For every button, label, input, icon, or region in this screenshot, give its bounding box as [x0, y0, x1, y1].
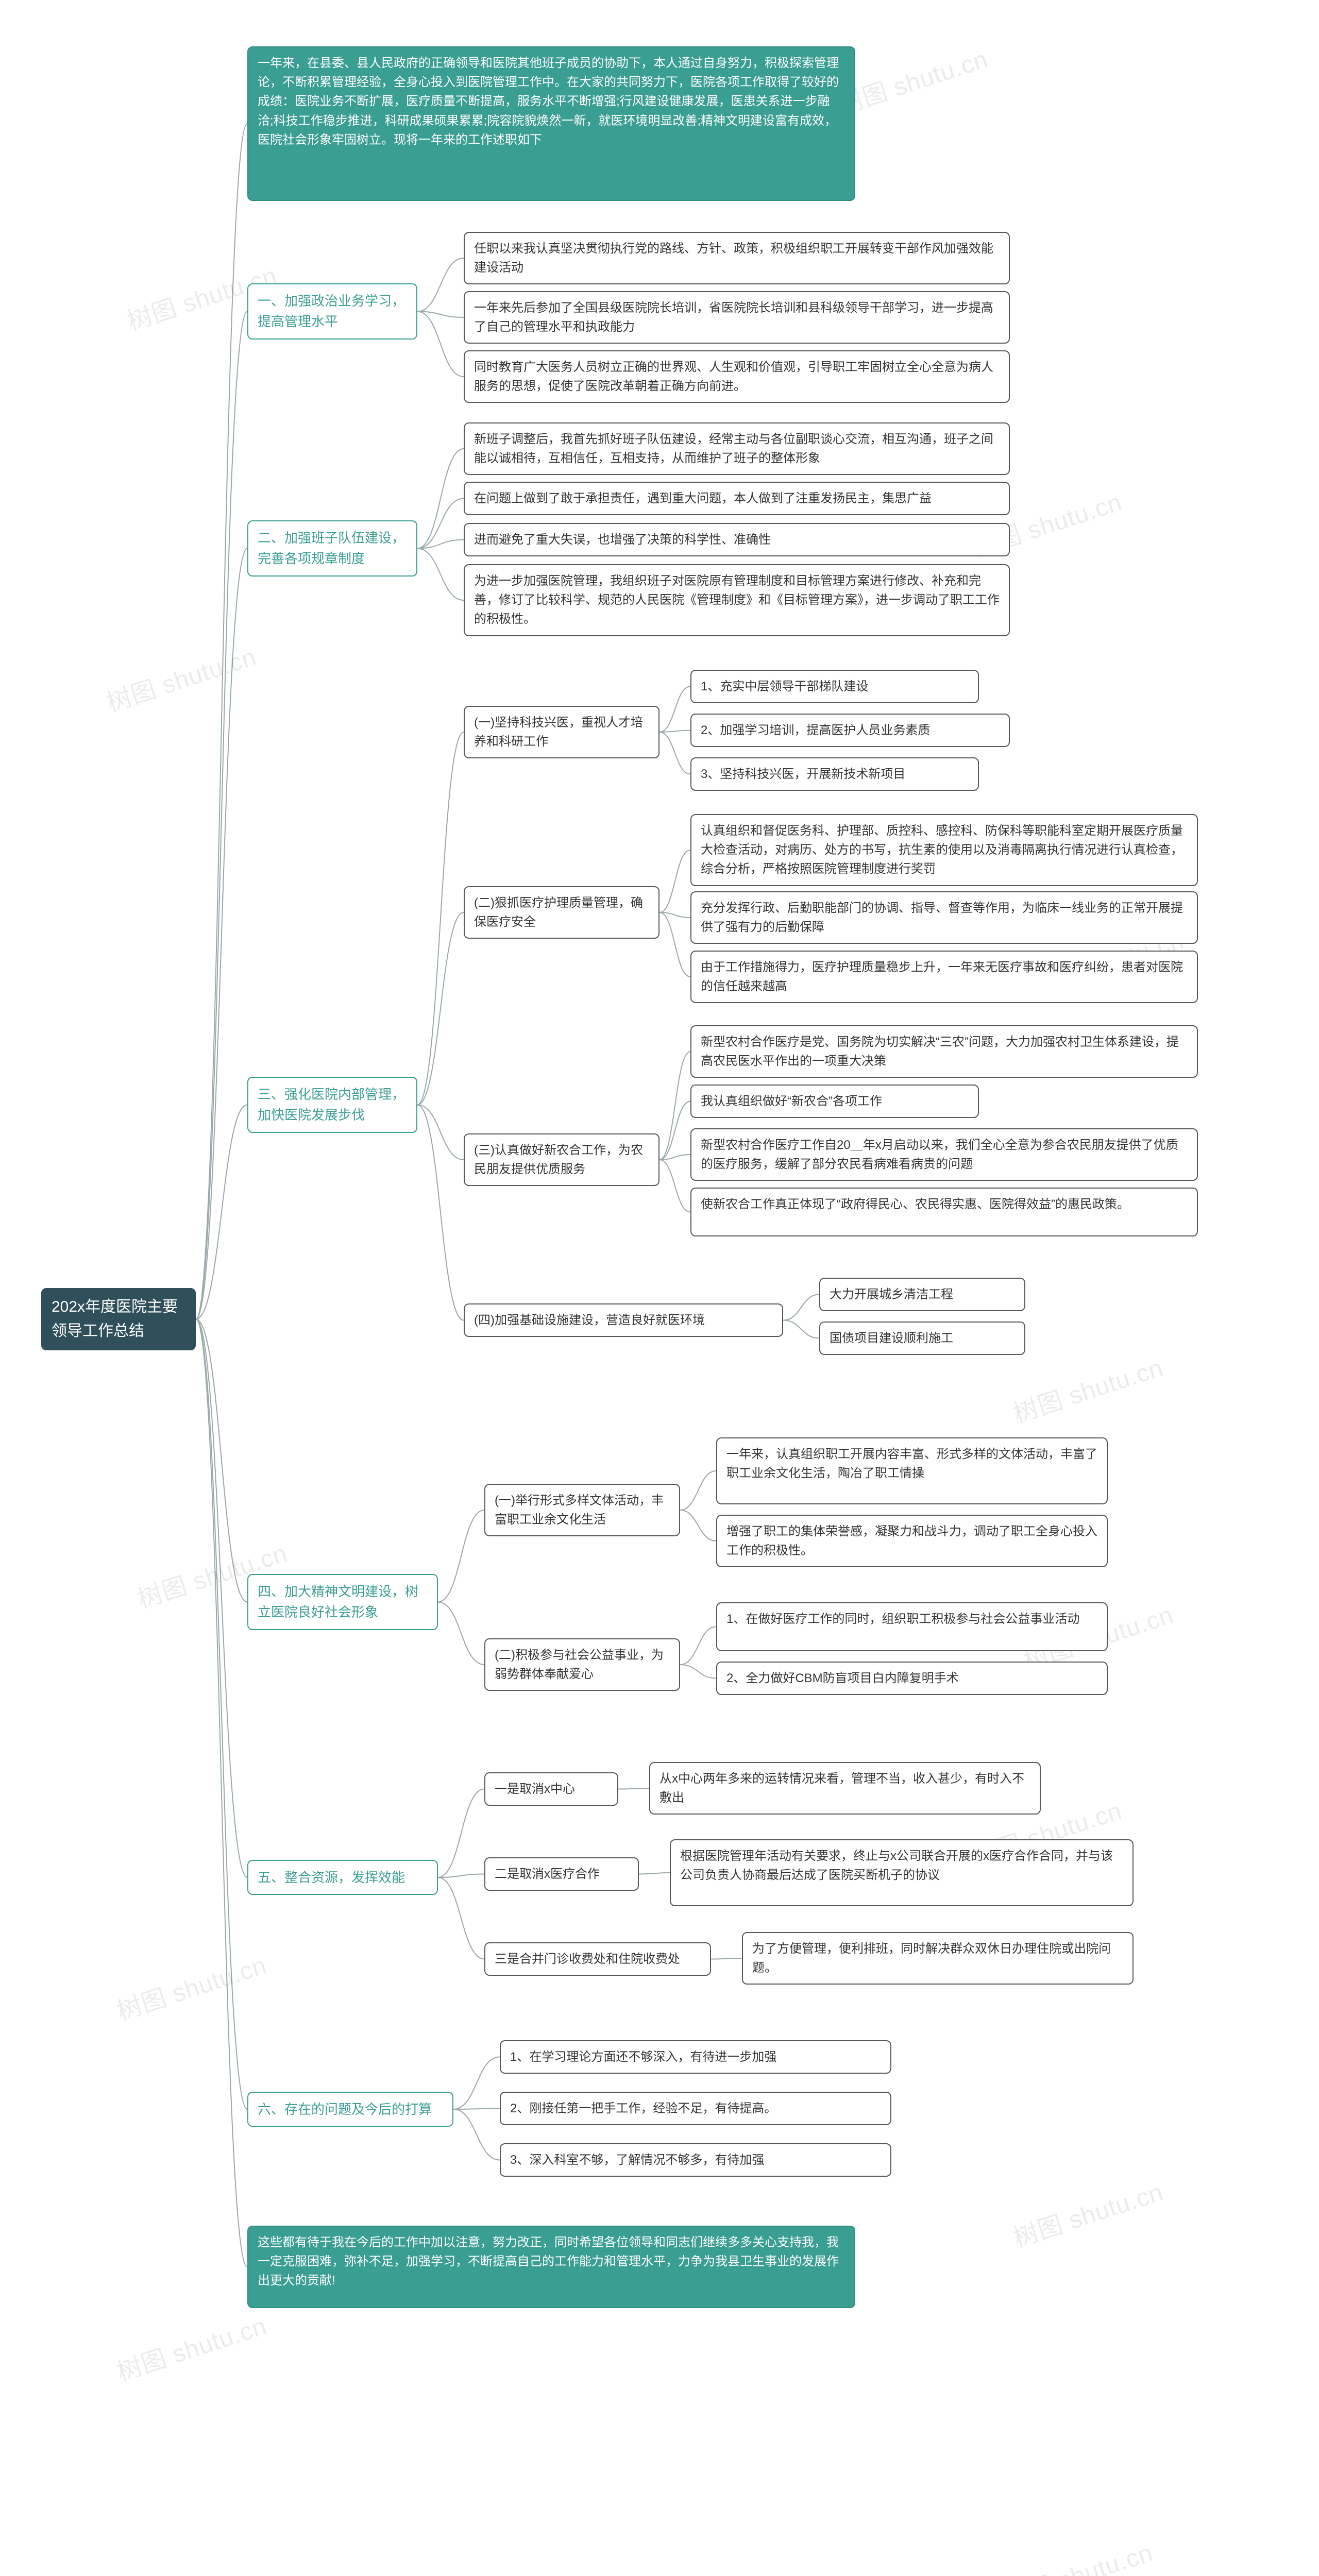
node-s5a: 一是取消x中心 — [484, 1772, 618, 1806]
node-s3: 三、强化医院内部管理，加快医院发展步伐 — [247, 1077, 417, 1133]
node-s4a: (一)举行形式多样文体活动，丰富职工业余文化生活 — [484, 1484, 680, 1536]
node-s3c: (三)认真做好新农合工作，为农民朋友提供优质服务 — [464, 1133, 660, 1186]
node-s5: 五、整合资源，发挥效能 — [247, 1860, 438, 1895]
node-s4b: (二)积极参与社会公益事业，为弱势群体奉献爱心 — [484, 1638, 680, 1691]
node-s5c: 三是合并门诊收费处和住院收费处 — [484, 1942, 711, 1976]
node-outro: 这些都有待于我在今后的工作中加以注意，努力改正，同时希望各位领导和同志们继续多多… — [247, 2226, 855, 2308]
node-s4a2: 增强了职工的集体荣誉感，凝聚力和战斗力，调动了职工全身心投入工作的积极性。 — [716, 1515, 1108, 1567]
node-s6b: 2、刚接任第一把手工作，经验不足，有待提高。 — [500, 2092, 891, 2125]
node-s3b3: 由于工作措施得力，医疗护理质量稳步上升，一年来无医疗事故和医疗纠纷，患者对医院的… — [690, 951, 1198, 1003]
node-s2b: 在问题上做到了敢于承担责任，遇到重大问题，本人做到了注重发扬民主，集思广益 — [464, 482, 1010, 515]
node-s1b: 一年来先后参加了全国县级医院院长培训，省医院院长培训和县科级领导干部学习，进一步… — [464, 291, 1010, 344]
node-s6a: 1、在学习理论方面还不够深入，有待进一步加强 — [500, 2040, 891, 2074]
node-s3c3: 新型农村合作医疗工作自20＿年x月启动以来，我们全心全意为参合农民朋友提供了优质… — [690, 1128, 1198, 1181]
node-s3c1: 新型农村合作医疗是党、国务院为切实解决“三农”问题，大力加强农村卫生体系建设，提… — [690, 1025, 1198, 1078]
node-s3a2: 2、加强学习培训，提高医护人员业务素质 — [690, 714, 1010, 747]
node-s3b: (二)狠抓医疗护理质量管理，确保医疗安全 — [464, 886, 660, 939]
node-s3b1: 认真组织和督促医务科、护理部、质控科、感控科、防保科等职能科室定期开展医疗质量大… — [690, 814, 1198, 886]
watermark: 树图 shutu.cn — [1008, 1347, 1168, 1430]
node-s5b: 二是取消x医疗合作 — [484, 1857, 639, 1891]
node-s3c4: 使新农合工作真正体现了“政府得民心、农民得实惠、医院得效益”的惠民政策。 — [690, 1188, 1198, 1236]
node-s1: 一、加强政治业务学习，提高管理水平 — [247, 283, 417, 340]
node-s6: 六、存在的问题及今后的打算 — [247, 2092, 453, 2127]
node-s3d2: 国债项目建设顺利施工 — [819, 1321, 1025, 1355]
node-s5b1: 根据医院管理年活动有关要求，终止与x公司联合开展的x医疗合作合同，并与该公司负责… — [670, 1839, 1134, 1906]
watermark: 树图 shutu.cn — [102, 636, 261, 719]
node-s3b2: 充分发挥行政、后勤职能部门的协调、指导、督查等作用，为临床一线业务的正常开展提供… — [690, 891, 1198, 944]
node-intro: 一年来，在县委、县人民政府的正确领导和医院其他班子成员的协助下，本人通过自身努力… — [247, 46, 855, 201]
node-s6c: 3、深入科室不够，了解情况不够多，有待加强 — [500, 2143, 891, 2177]
node-s3a1: 1、充实中层领导干部梯队建设 — [690, 670, 979, 703]
watermark: 树图 shutu.cn — [1008, 2172, 1168, 2254]
watermark: 树图 shutu.cn — [998, 2532, 1157, 2576]
node-s3a: (一)坚持科技兴医，重视人才培养和科研工作 — [464, 706, 660, 758]
node-s2a: 新班子调整后，我首先抓好班子队伍建设，经常主动与各位副职谈心交流，相互沟通，班子… — [464, 422, 1010, 475]
watermark: 树图 shutu.cn — [112, 1945, 271, 2027]
node-s5a1: 从x中心两年多来的运转情况来看，管理不当，收入甚少，有时入不敷出 — [649, 1762, 1041, 1815]
node-root: 202x年度医院主要领导工作总结 — [41, 1288, 196, 1350]
node-s2d: 为进一步加强医院管理，我组织班子对医院原有管理制度和目标管理方案进行修改、补充和… — [464, 564, 1010, 636]
node-s5c1: 为了方便管理，便利排班，同时解决群众双休日办理住院或出院问题。 — [742, 1932, 1134, 1985]
node-s3a3: 3、坚持科技兴医，开展新技术新项目 — [690, 757, 979, 791]
node-s3d1: 大力开展城乡清洁工程 — [819, 1278, 1025, 1311]
node-s4: 四、加大精神文明建设，树立医院良好社会形象 — [247, 1574, 438, 1630]
node-s3c2: 我认真组织做好“新农合”各项工作 — [690, 1084, 979, 1118]
node-s4a1: 一年来，认真组织职工开展内容丰富、形式多样的文体活动，丰富了职工业余文化生活，陶… — [716, 1437, 1108, 1504]
node-s2c: 进而避免了重大失误，也增强了决策的科学性、准确性 — [464, 523, 1010, 556]
node-s4b2: 2、全力做好CBM防盲项目白内障复明手术 — [716, 1662, 1108, 1695]
node-s3d: (四)加强基础设施建设，营造良好就医环境 — [464, 1303, 783, 1337]
node-s2: 二、加强班子队伍建设，完善各项规章制度 — [247, 520, 417, 577]
watermark: 树图 shutu.cn — [833, 39, 992, 121]
node-s1c: 同时教育广大医务人员树立正确的世界观、人生观和价值观，引导职工牢固树立全心全意为… — [464, 350, 1010, 403]
mindmap-canvas: 树图 shutu.cn 树图 shutu.cn 树图 shutu.cn 树图 shut… — [0, 0, 1319, 2576]
node-s1a: 任职以来我认真坚决贯彻执行党的路线、方针、政策，积极组织职工开展转变干部作风加强… — [464, 232, 1010, 284]
watermark: 树图 shutu.cn — [112, 2306, 271, 2388]
node-s4b1: 1、在做好医疗工作的同时，组织职工积极参与社会公益事业活动 — [716, 1602, 1108, 1651]
